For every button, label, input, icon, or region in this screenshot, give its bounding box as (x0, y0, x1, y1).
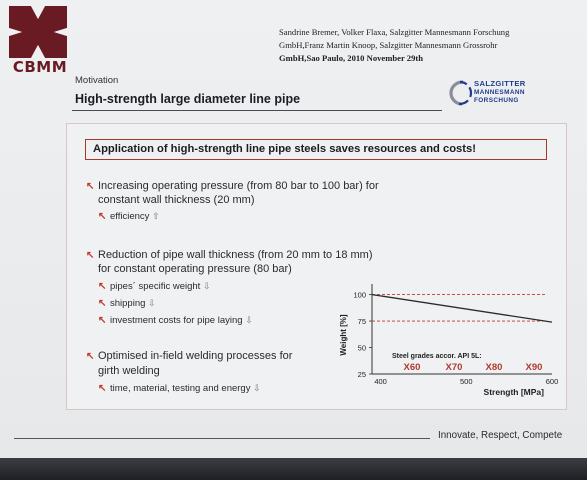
y-tick-label: 50 (358, 344, 366, 353)
sub-bullet-text: investment costs for pipe laying (110, 315, 243, 326)
bullet-text: Increasing operating pressure (from 80 b… (98, 180, 379, 192)
red-bullet-icon: ↖ (86, 250, 95, 261)
red-bullet-icon: ↖ (98, 211, 107, 222)
bullet-text: Optimised in-field welding processes for (98, 350, 293, 362)
bullet-text: Reduction of pipe wall thickness (from 2… (98, 249, 373, 261)
partner-logo-line: MANNESMANN (474, 89, 525, 96)
sub-bullet: ↖ investment costs for pipe laying ⇩ (98, 315, 253, 326)
grade-label: X80 (486, 362, 503, 373)
red-bullet-icon: ↖ (98, 315, 107, 326)
bullet-text: for constant operating pressure (80 bar) (98, 263, 292, 275)
footer-divider (14, 438, 430, 439)
bullet-text: girth welding (98, 365, 160, 377)
bullet-point: ↖ Reduction of pipe wall thickness (from … (86, 249, 373, 261)
authors-line: Sandrine Bremer, Volker Flaxa, Salzgitte… (279, 27, 510, 37)
red-bullet-icon: ↖ (98, 298, 107, 309)
y-axis-label: Weight [%] (339, 314, 348, 356)
sub-bullet: ↖ efficiency ⇧ (98, 211, 160, 222)
bullet-text: constant wall thickness (20 mm) (98, 194, 255, 206)
grade-label: X90 (526, 362, 543, 373)
content-frame (66, 123, 567, 410)
page-title: High-strength large diameter line pipe (75, 92, 301, 106)
y-tick-label: 75 (358, 317, 366, 326)
red-bullet-icon: ↖ (98, 281, 107, 292)
arrow-down-icon: ⇩ (253, 383, 261, 393)
grade-label: X60 (404, 362, 421, 373)
sub-bullet-text: time, material, testing and energy (110, 383, 251, 394)
headline-text: Application of high-strength line pipe s… (93, 143, 476, 155)
screen-bottom-edge (0, 458, 587, 480)
x-tick-label: 500 (460, 377, 473, 386)
authors-block: Sandrine Bremer, Volker Flaxa, Salzgitte… (279, 26, 579, 65)
salzgitter-swirl-icon (449, 80, 473, 106)
title-divider (72, 110, 442, 111)
arrow-down-icon: ⇩ (148, 298, 156, 308)
arrow-down-icon: ⇩ (245, 315, 253, 325)
bullet-continuation: for constant operating pressure (80 bar) (98, 263, 292, 275)
slide: CBMM Sandrine Bremer, Volker Flaxa, Salz… (0, 0, 587, 458)
sub-bullet: ↖ shipping ⇩ (98, 298, 156, 309)
sub-bullet-text: shipping (110, 298, 146, 309)
cbmm-logo: CBMM (9, 6, 67, 76)
x-tick-label: 600 (546, 377, 559, 386)
sub-bullet-text: pipes´ specific weight (110, 281, 201, 292)
side-note (576, 300, 582, 420)
x-axis-label: Strength [MPa] (484, 387, 545, 397)
bullet-point: ↖ Increasing operating pressure (from 80 … (86, 180, 379, 192)
headline-box: Application of high-strength line pipe s… (85, 139, 547, 160)
salzgitter-logo: SALZGITTER MANNESMANN FORSCHUNG (449, 76, 577, 114)
authors-line: GmbH,Franz Martin Knoop, Salzgitter Mann… (279, 40, 498, 50)
arrow-down-icon: ⇩ (202, 281, 211, 291)
sub-bullet: ↖ time, material, testing and energy ⇩ (98, 383, 261, 394)
arrow-up-icon: ⇧ (152, 211, 160, 221)
logo-text: CBMM (12, 58, 68, 76)
series-line (371, 293, 553, 323)
sub-bullet-text: efficiency (110, 211, 150, 222)
partner-logo-line: SALZGITTER (474, 79, 526, 88)
red-bullet-icon: ↖ (98, 383, 107, 394)
bullet-point: ↖ Optimised in-field welding processes fo… (86, 350, 292, 362)
partner-logo-line: FORSCHUNG (474, 97, 519, 104)
grades-annotation: Steel grades accor. API 5L: (392, 353, 482, 360)
grade-label: X70 (446, 362, 463, 373)
authors-line-date: GmbH,Sao Paulo, 2010 November 29th (279, 53, 424, 63)
sub-bullet: ↖ pipes´ specific weight ⇩ (98, 281, 210, 292)
bullet-continuation: constant wall thickness (20 mm) (98, 194, 255, 206)
section-label: Motivation (75, 75, 119, 86)
weight-strength-chart: 25 50 75 100 400 500 600 Weight [%] Strength [MP… (330, 278, 560, 403)
chart-svg: 25 50 75 100 400 500 600 Weight [%] Strength [MP… (339, 284, 559, 397)
red-bullet-icon: ↖ (86, 181, 95, 192)
cbmm-logo-mark-icon (9, 6, 67, 58)
x-tick-label: 400 (374, 377, 387, 386)
footer-motto: Innovate, Respect, Compete (438, 430, 563, 441)
y-tick-label: 25 (358, 370, 366, 379)
y-tick-label: 100 (353, 291, 366, 300)
red-bullet-icon: ↖ (86, 351, 95, 362)
bullet-continuation: girth welding (98, 365, 160, 377)
